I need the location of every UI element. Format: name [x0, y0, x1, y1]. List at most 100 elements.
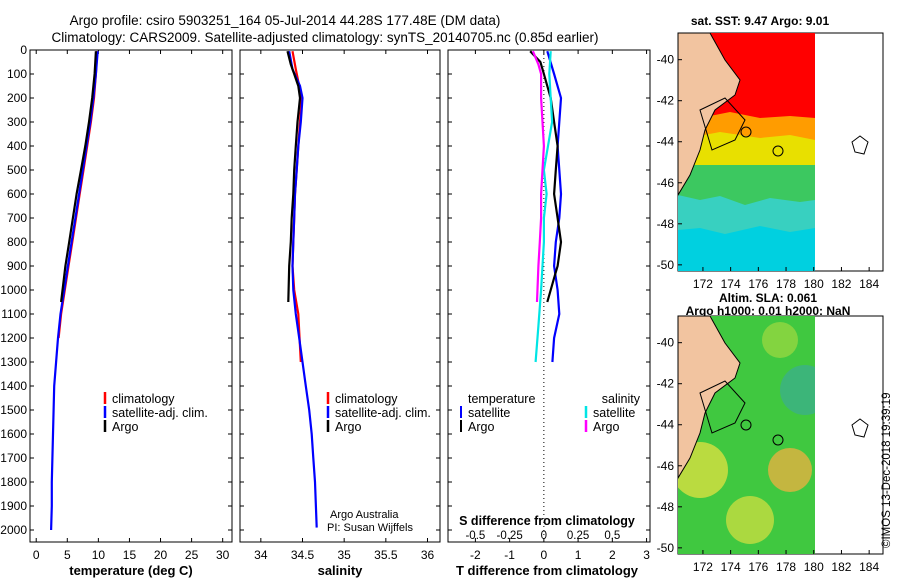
map-x-tick-label: 174	[721, 560, 741, 574]
argo-float-marker	[772, 434, 784, 446]
depth-tick-label: 1000	[0, 283, 27, 297]
sst-map-x-axis: 172 174 176 178 180 182 184	[693, 267, 879, 291]
map-x-tick-label: 174	[721, 277, 741, 291]
depth-tick-label: 0	[20, 43, 27, 57]
map-x-tick-label: 182	[831, 560, 851, 574]
seamount-contour	[740, 419, 752, 431]
sst-map-title: sat. SST: 9.47 Argo: 9.01	[691, 14, 830, 28]
difference-top-xlabel: S difference from climatology	[459, 514, 635, 528]
x-tick-label: 20	[154, 548, 168, 562]
map-x-tick-label: 178	[776, 277, 796, 291]
x-tick-label: 0	[33, 548, 40, 562]
salinity-xlabel: salinity	[318, 563, 364, 578]
map-x-tick-label: 172	[693, 560, 713, 574]
x-tick-label: 35	[337, 548, 351, 562]
depth-tick-label: 1600	[0, 427, 27, 441]
x-tick-label: -2	[470, 548, 481, 562]
x-tick-label: -1	[504, 548, 515, 562]
map-y-tick-label: -46	[657, 459, 675, 473]
series-temperature-satellite-line	[546, 50, 563, 363]
map-y-tick-label: -50	[657, 541, 675, 555]
sst-map-y-axis: -40 -42 -44 -46 -48 -50	[657, 53, 682, 272]
sla-high-patch	[762, 322, 798, 358]
sla-map-title-line1: Altim. SLA: 0.061	[719, 291, 817, 305]
series-salinity-argo-line	[531, 50, 546, 303]
legend-argo-label: Argo	[335, 420, 361, 434]
figure-title-line2: Climatology: CARS2009. Satellite-adjuste…	[51, 30, 598, 45]
depth-tick-label: 1300	[0, 355, 27, 369]
x-tick-label: 5	[64, 548, 71, 562]
new-zealand-landmass	[678, 33, 741, 196]
depth-tick-label: 1700	[0, 451, 27, 465]
x-tick-label: 34	[254, 548, 268, 562]
sla-map-title-line2: Argo h1000: 0.01 h2000: NaN	[686, 304, 851, 318]
depth-tick-label: 100	[7, 67, 27, 81]
credit-argo-australia: Argo Australia	[330, 509, 399, 521]
legend-temp-argo-label: Argo	[468, 420, 494, 434]
difference-x-axis: -2 -1 0 1 2 3	[448, 49, 650, 562]
temperature-x-axis: 0 5 10 15 20 25 30	[30, 49, 232, 562]
depth-tick-label: 400	[7, 139, 27, 153]
temperature-legend: climatology satellite-adj. clim. Argo	[103, 392, 208, 434]
map-y-tick-label: -42	[657, 377, 675, 391]
x-tick-label: 25	[185, 548, 199, 562]
depth-tick-label: 1100	[1, 307, 27, 321]
credit-pi: PI: Susan Wijffels	[327, 522, 413, 534]
imos-credit: ©IMOS 13-Dec-2018 19:39:19	[881, 392, 893, 548]
depth-tick-label: 300	[7, 115, 27, 129]
depth-axis: 0 100 200 300 400 500 600 700 800 900 1000 1100 1200…	[0, 43, 27, 537]
salinity-plot-frame	[239, 49, 441, 543]
x-tick-label: 10	[92, 548, 106, 562]
series-argo-line	[286, 50, 302, 303]
depth-tick-label: 800	[7, 235, 27, 249]
map-x-tick-label: 180	[804, 560, 824, 574]
series-salinity-satellite-line	[534, 51, 554, 363]
sla-high-patch	[726, 496, 774, 544]
isobath-contour	[699, 97, 746, 151]
x-tick-label: 35.5	[374, 548, 398, 562]
difference-top-axis: -0.5 -0.25 0 0.25 0.5	[465, 530, 620, 542]
series-satellite-adj-clim--line	[50, 51, 99, 531]
map-y-tick-label: -42	[657, 94, 675, 108]
legend-satellite-label: satellite-adj. clim.	[112, 406, 208, 420]
depth-tick-label: 900	[7, 259, 27, 273]
temperature-series	[50, 51, 99, 531]
depth-tick-label: 1900	[0, 499, 27, 513]
sla-field	[678, 316, 815, 554]
chatham-islands	[851, 418, 869, 438]
x-tick-label: 0	[541, 548, 548, 562]
sla-map-x-axis: 172 174 176 178 180 182 184	[693, 550, 879, 574]
map-y-tick-label: -48	[657, 217, 675, 231]
map-x-tick-label: 184	[859, 560, 879, 574]
legend-sal-argo-label: Argo	[593, 420, 619, 434]
legend-salinity-header: salinity	[602, 392, 641, 406]
sst-cyan-band	[678, 226, 815, 271]
sla-low-patch	[780, 365, 815, 415]
salinity-legend: climatology satellite-adj. clim. Argo	[326, 392, 431, 434]
map-x-tick-label: 176	[748, 277, 768, 291]
legend-climatology-label: climatology	[112, 392, 175, 406]
difference-series	[529, 50, 563, 363]
top-x-tick-label: 0.5	[604, 530, 620, 542]
map-x-tick-label: 172	[693, 277, 713, 291]
map-x-tick-label: 176	[748, 560, 768, 574]
seamount-contour	[740, 126, 752, 138]
sla-map: Altim. SLA: 0.061 Argo h1000: 0.01 h2000…	[657, 291, 884, 574]
new-zealand-landmass	[678, 316, 741, 479]
map-y-tick-label: -40	[657, 53, 675, 67]
series-argo-line	[60, 51, 97, 303]
temperature-plot-frame	[29, 49, 233, 543]
depth-tick-label: 500	[7, 163, 27, 177]
top-x-tick-label: -0.5	[465, 530, 485, 542]
legend-sal-satellite-label: satellite	[593, 406, 635, 420]
depth-tick-label: 1800	[0, 475, 27, 489]
depth-tick-label: 1400	[0, 379, 27, 393]
salinity-chart: 34 34.5 35 35.5 36 salinity climatology sate…	[240, 49, 440, 578]
x-tick-label: 15	[123, 548, 137, 562]
map-y-tick-label: -44	[657, 418, 675, 432]
depth-tick-label: 1200	[0, 331, 27, 345]
x-tick-label: 36	[421, 548, 435, 562]
depth-tick-label: 2000	[0, 523, 27, 537]
legend-satellite-label: satellite-adj. clim.	[335, 406, 431, 420]
